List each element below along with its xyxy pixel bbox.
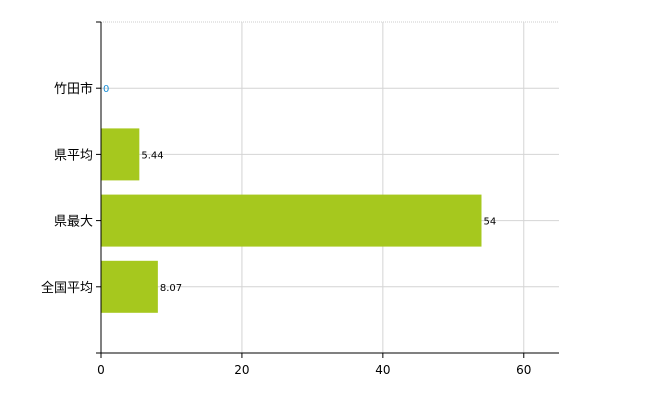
y-tick-label: 県最大 [54,215,93,230]
y-tick-label: 県平均 [54,148,93,163]
data-label: 5.44 [141,150,163,161]
x-tick-label: 60 [516,363,531,377]
data-label: 0 [103,84,109,95]
x-tick-label: 40 [375,363,390,377]
x-tick-label: 20 [234,363,249,377]
bar [101,194,482,247]
bar [101,260,158,313]
y-tick-label: 竹田市 [54,81,93,97]
x-tick-label: 0 [97,363,105,377]
data-label: 54 [483,217,496,228]
data-label: 8.07 [160,283,182,294]
y-tick-label: 全国平均 [41,280,93,296]
bar [101,128,140,181]
